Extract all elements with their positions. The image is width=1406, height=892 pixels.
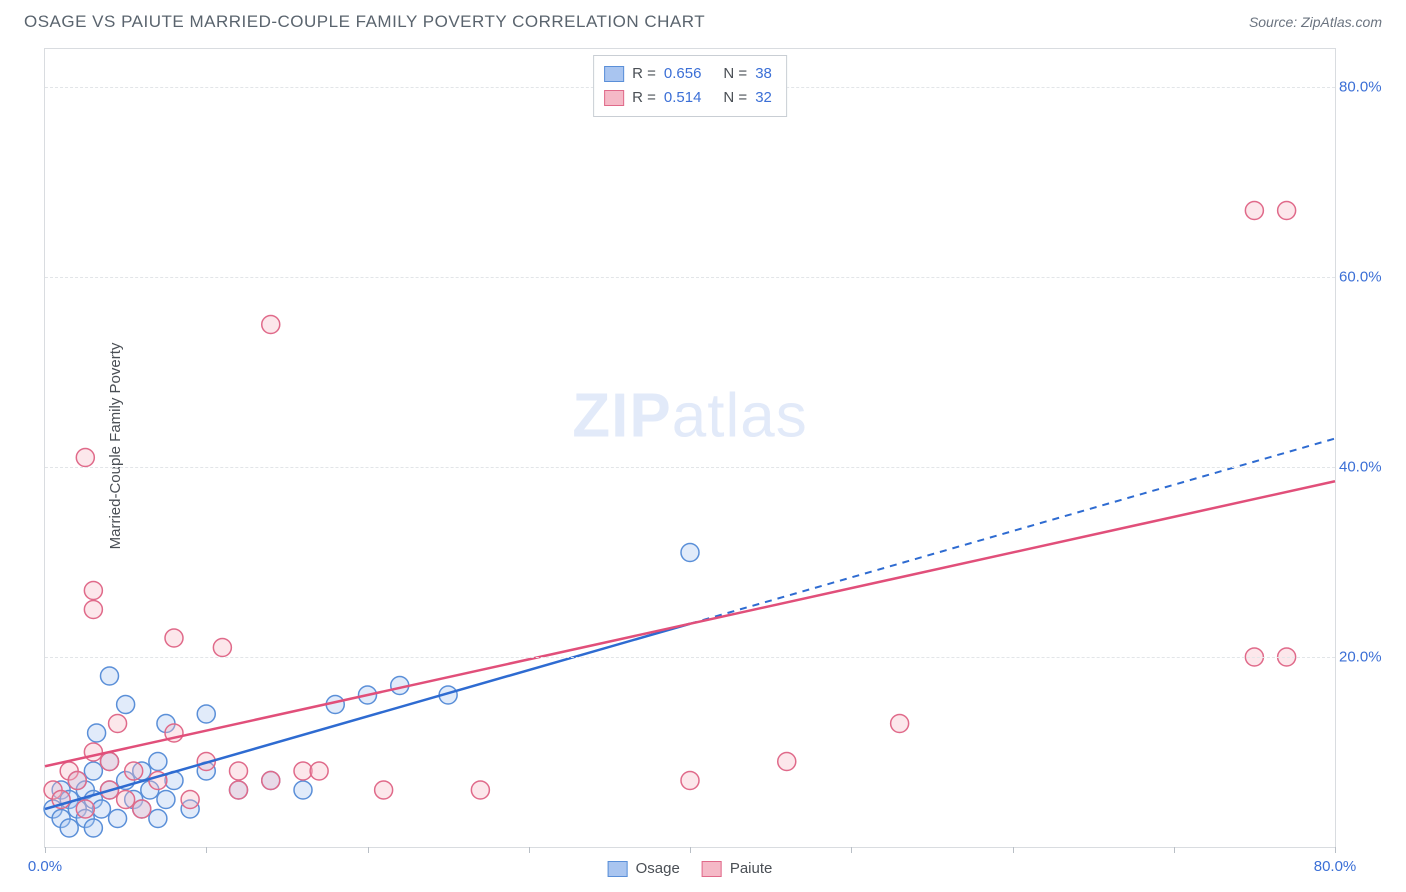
page-title: OSAGE VS PAIUTE MARRIED-COUPLE FAMILY PO… [24,12,705,32]
source-label: Source: [1249,14,1301,30]
scatter-point [181,791,199,809]
x-tick [206,847,207,853]
x-tick-label: 80.0% [1314,858,1357,875]
scatter-point [375,781,393,799]
correlation-legend: R = 0.656 N = 38 R = 0.514 N = 32 [593,55,787,117]
trend-line [45,624,690,809]
scatter-point [76,449,94,467]
legend-swatch [608,861,628,877]
scatter-point [117,696,135,714]
scatter-point [262,772,280,790]
scatter-point [92,800,110,818]
scatter-point [84,762,102,780]
scatter-point [1278,202,1296,220]
x-tick [529,847,530,853]
legend-n-label: N = [723,62,747,86]
scatter-point [84,601,102,619]
scatter-point [149,753,167,771]
x-tick [690,847,691,853]
scatter-point [149,810,167,828]
legend-n-value: 38 [755,62,772,86]
scatter-point [1245,202,1263,220]
scatter-point [471,781,489,799]
y-tick-label: 60.0% [1339,269,1395,286]
y-tick-label: 40.0% [1339,459,1395,476]
scatter-point [157,791,175,809]
scatter-point [109,715,127,733]
scatter-point [294,781,312,799]
x-tick [45,847,46,853]
legend-n-value: 32 [755,86,772,110]
x-tick [1013,847,1014,853]
scatter-point [262,316,280,334]
x-tick-label: 0.0% [28,858,62,875]
scatter-point [213,639,231,657]
scatter-point [101,753,119,771]
gridline [45,467,1335,468]
scatter-point [230,781,248,799]
x-tick [1174,847,1175,853]
scatter-point [133,800,151,818]
scatter-point [778,753,796,771]
legend-r-value: 0.656 [664,62,702,86]
source-value: ZipAtlas.com [1301,14,1382,30]
scatter-point [294,762,312,780]
scatter-point [88,724,106,742]
y-tick-label: 20.0% [1339,649,1395,666]
scatter-point [84,819,102,837]
y-tick-label: 80.0% [1339,79,1395,96]
scatter-chart: 20.0%40.0%60.0%80.0% 0.0%80.0% ZIPatlas … [44,48,1336,848]
scatter-point [197,705,215,723]
scatter-point [165,629,183,647]
plot-area [45,49,1335,847]
scatter-point [109,810,127,828]
series-legend: Osage Paiute [608,860,773,877]
scatter-point [310,762,328,780]
scatter-point [891,715,909,733]
legend-n-label: N = [723,86,747,110]
scatter-point [125,762,143,780]
scatter-point [230,762,248,780]
legend-item: Paiute [702,860,773,877]
legend-swatch [702,861,722,877]
gridline [45,657,1335,658]
scatter-point [76,800,94,818]
legend-swatch [604,90,624,106]
x-tick [851,847,852,853]
legend-label: Paiute [730,860,773,877]
legend-row: R = 0.514 N = 32 [604,86,772,110]
legend-r-value: 0.514 [664,86,702,110]
scatter-point [117,791,135,809]
legend-r-label: R = [632,62,656,86]
legend-r-label: R = [632,86,656,110]
x-tick [368,847,369,853]
trend-line [45,481,1335,766]
scatter-point [101,667,119,685]
scatter-point [84,743,102,761]
scatter-point [681,544,699,562]
source-attribution: Source: ZipAtlas.com [1249,14,1382,30]
gridline [45,277,1335,278]
scatter-point [60,819,78,837]
legend-row: R = 0.656 N = 38 [604,62,772,86]
legend-label: Osage [636,860,680,877]
legend-item: Osage [608,860,680,877]
scatter-point [681,772,699,790]
scatter-point [84,582,102,600]
legend-swatch [604,66,624,82]
x-tick [1335,847,1336,853]
scatter-point [68,772,86,790]
